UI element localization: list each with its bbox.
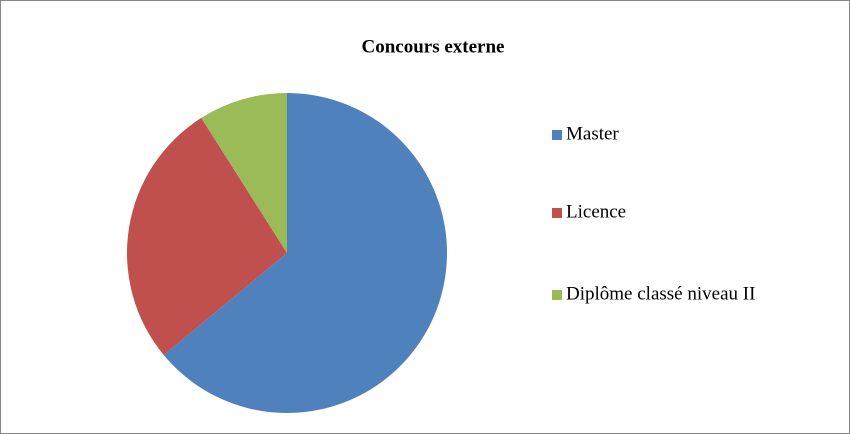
legend-swatch bbox=[552, 290, 562, 300]
legend-label: Master bbox=[566, 123, 619, 144]
pie-slice bbox=[163, 93, 447, 413]
legend-label: Diplôme classé niveau II bbox=[566, 283, 755, 304]
pie-slice bbox=[201, 93, 287, 253]
legend-swatch bbox=[552, 208, 562, 218]
legend-label: Licence bbox=[566, 201, 626, 222]
legend-swatch bbox=[552, 130, 562, 140]
chart-title: Concours externe bbox=[362, 36, 505, 57]
pie-slice bbox=[126, 117, 287, 355]
